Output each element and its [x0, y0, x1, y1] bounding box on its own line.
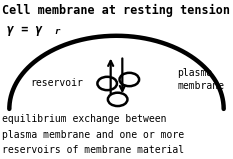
Text: Cell membrane at resting tension: Cell membrane at resting tension — [3, 4, 230, 17]
Text: γ = γ: γ = γ — [7, 23, 43, 36]
Text: equilibrium exchange between: equilibrium exchange between — [2, 114, 167, 124]
Text: reservoirs of membrane material: reservoirs of membrane material — [2, 145, 185, 156]
Text: r: r — [55, 27, 60, 36]
Text: reservoir: reservoir — [30, 79, 83, 88]
Text: plasma membrane and one or more: plasma membrane and one or more — [2, 130, 185, 140]
Text: plasma
membrane: plasma membrane — [177, 68, 224, 91]
